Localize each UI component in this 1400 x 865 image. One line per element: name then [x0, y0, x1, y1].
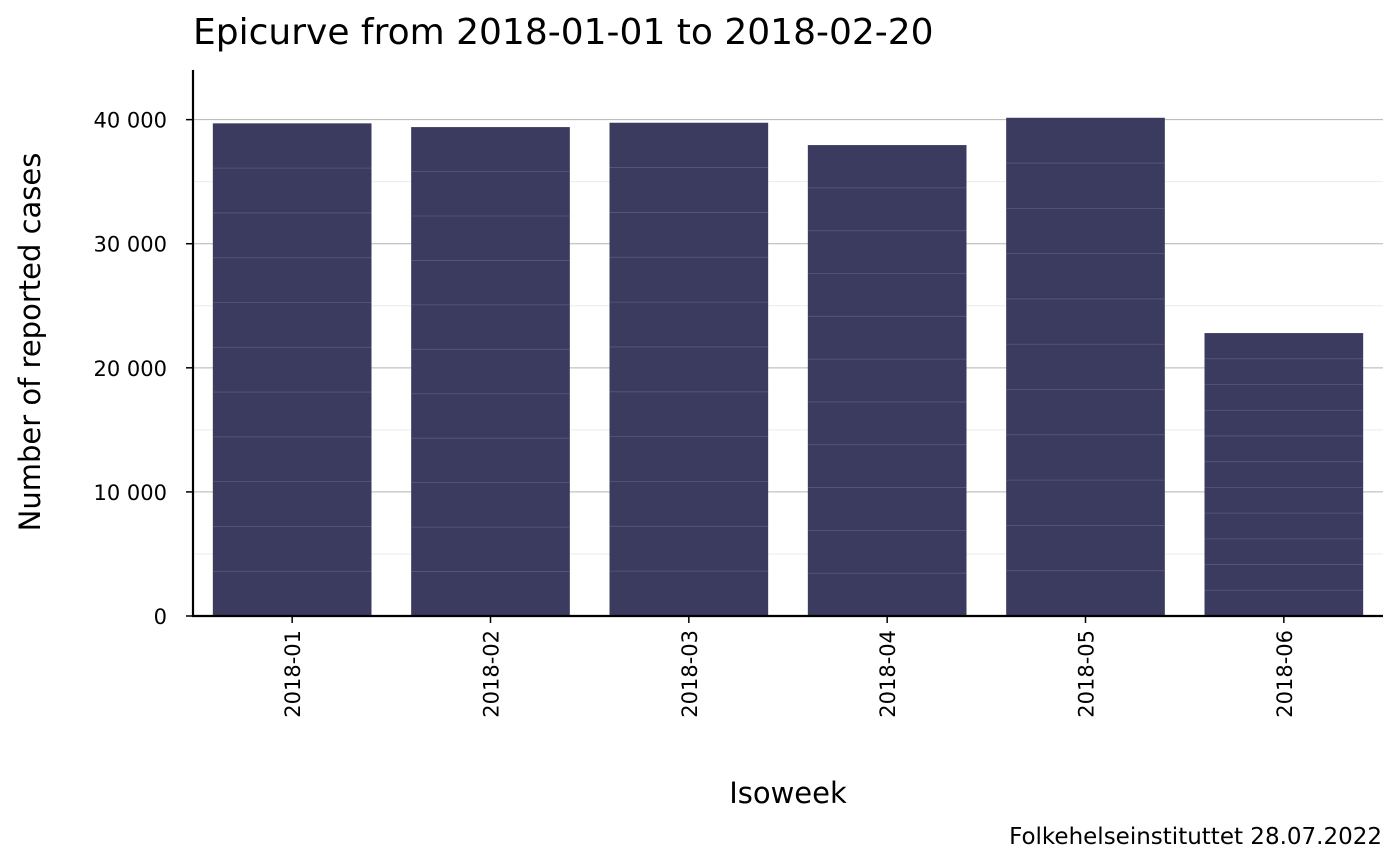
axes — [191, 70, 1383, 618]
x-tick-label: 2018-01 — [281, 630, 305, 718]
bar-2018-03 — [609, 122, 769, 616]
y-tick-label: 20 000 — [94, 357, 167, 381]
bar-rect — [1204, 333, 1364, 616]
bar-2018-06 — [1204, 333, 1364, 616]
y-tick-label: 10 000 — [94, 481, 167, 505]
y-tick-label: 40 000 — [94, 109, 167, 133]
bars — [212, 117, 1364, 617]
bar-rect — [1006, 117, 1165, 617]
grid-lines — [193, 119, 1383, 555]
x-tick-label: 2018-05 — [1075, 630, 1099, 718]
bar-2018-04 — [807, 145, 967, 616]
bar-rect — [411, 127, 570, 616]
bar-rect — [807, 145, 967, 616]
x-tick-label: 2018-03 — [678, 630, 702, 718]
bar-2018-01 — [212, 123, 372, 616]
y-tick-label: 0 — [154, 605, 167, 629]
y-tick-label: 30 000 — [94, 233, 167, 257]
x-tick-label: 2018-06 — [1273, 630, 1297, 718]
chart-title: Epicurve from 2018-01-01 to 2018-02-20 — [193, 12, 934, 53]
x-tick-labels: 2018-01 2018-02 2018-03 2018-04 2018-05 2018-… — [281, 616, 1297, 718]
caption: Folkehelseinstituttet 28.07.2022 — [1009, 824, 1382, 850]
x-tick-label: 2018-02 — [480, 630, 504, 718]
y-tick-labels: 0 10 000 20 000 30 000 40 000 — [94, 109, 193, 629]
bar-rect — [609, 122, 769, 616]
x-tick-label: 2018-04 — [876, 630, 900, 718]
y-axis-title: Number of reported cases — [13, 153, 47, 532]
bar-2018-05 — [1006, 117, 1165, 617]
x-axis-title: Isoweek — [729, 776, 847, 810]
bar-2018-02 — [411, 127, 570, 616]
bar-rect — [212, 123, 372, 616]
